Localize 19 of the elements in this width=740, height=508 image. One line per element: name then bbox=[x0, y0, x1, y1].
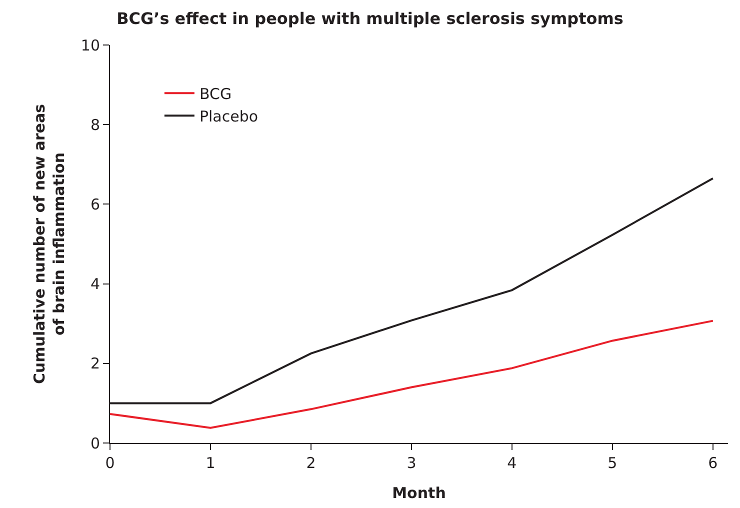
x-tick-label: 0 bbox=[105, 454, 115, 472]
x-tick-label: 1 bbox=[206, 454, 216, 472]
x-tick-label: 6 bbox=[708, 454, 718, 472]
line-series bbox=[110, 320, 714, 429]
x-axis-title: Month bbox=[392, 484, 446, 502]
y-tick-label: 10 bbox=[80, 36, 100, 54]
y-tick-label: 8 bbox=[90, 116, 100, 134]
x-tick-label: 2 bbox=[306, 454, 316, 472]
y-tick-label: 0 bbox=[90, 434, 100, 452]
x-tick-label: 5 bbox=[608, 454, 618, 472]
chart-title: BCG’s effect in people with multiple sclerosis symptoms bbox=[116, 8, 624, 28]
x-tick-label: 3 bbox=[406, 454, 416, 472]
y-axis-title: Cumulative number of new areas of brain inflammation bbox=[30, 104, 68, 384]
legend-label: Placebo bbox=[199, 107, 258, 126]
y-tick-label: 6 bbox=[90, 195, 100, 214]
x-tick-label: 4 bbox=[507, 454, 517, 472]
y-tick-label: 4 bbox=[90, 275, 100, 294]
y-tick-label: 2 bbox=[90, 354, 100, 373]
legend-label: BCG bbox=[199, 84, 232, 103]
